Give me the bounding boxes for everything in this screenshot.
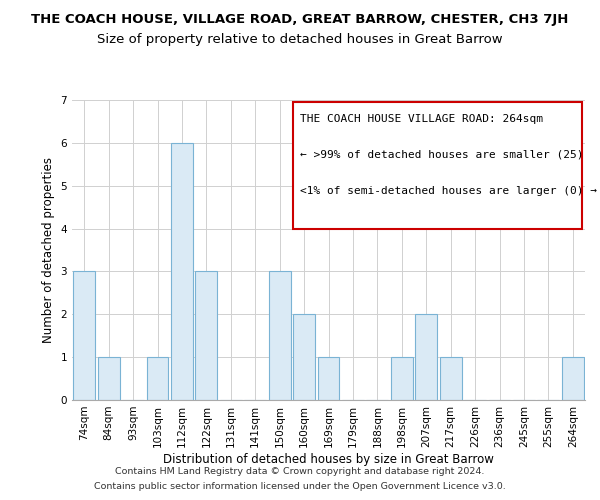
Bar [269, 272, 290, 400]
Bar [415, 314, 437, 400]
Text: Contains HM Land Registry data © Crown copyright and database right 2024.: Contains HM Land Registry data © Crown c… [115, 467, 485, 476]
Bar [73, 272, 95, 400]
Bar [171, 143, 193, 400]
Text: <1% of semi-detached houses are larger (0) →: <1% of semi-detached houses are larger (… [300, 186, 597, 196]
Bar [440, 357, 461, 400]
Text: THE COACH HOUSE VILLAGE ROAD: 264sqm: THE COACH HOUSE VILLAGE ROAD: 264sqm [300, 114, 543, 124]
Bar [391, 357, 413, 400]
Bar [196, 272, 217, 400]
FancyBboxPatch shape [293, 102, 583, 229]
Text: ← >99% of detached houses are smaller (25): ← >99% of detached houses are smaller (2… [300, 150, 584, 160]
Bar [562, 357, 584, 400]
Bar [146, 357, 169, 400]
Bar [98, 357, 119, 400]
X-axis label: Distribution of detached houses by size in Great Barrow: Distribution of detached houses by size … [163, 452, 494, 466]
Bar [293, 314, 315, 400]
Text: Size of property relative to detached houses in Great Barrow: Size of property relative to detached ho… [97, 32, 503, 46]
Bar [317, 357, 340, 400]
Text: THE COACH HOUSE, VILLAGE ROAD, GREAT BARROW, CHESTER, CH3 7JH: THE COACH HOUSE, VILLAGE ROAD, GREAT BAR… [31, 12, 569, 26]
Text: Contains public sector information licensed under the Open Government Licence v3: Contains public sector information licen… [94, 482, 506, 491]
Y-axis label: Number of detached properties: Number of detached properties [42, 157, 55, 343]
